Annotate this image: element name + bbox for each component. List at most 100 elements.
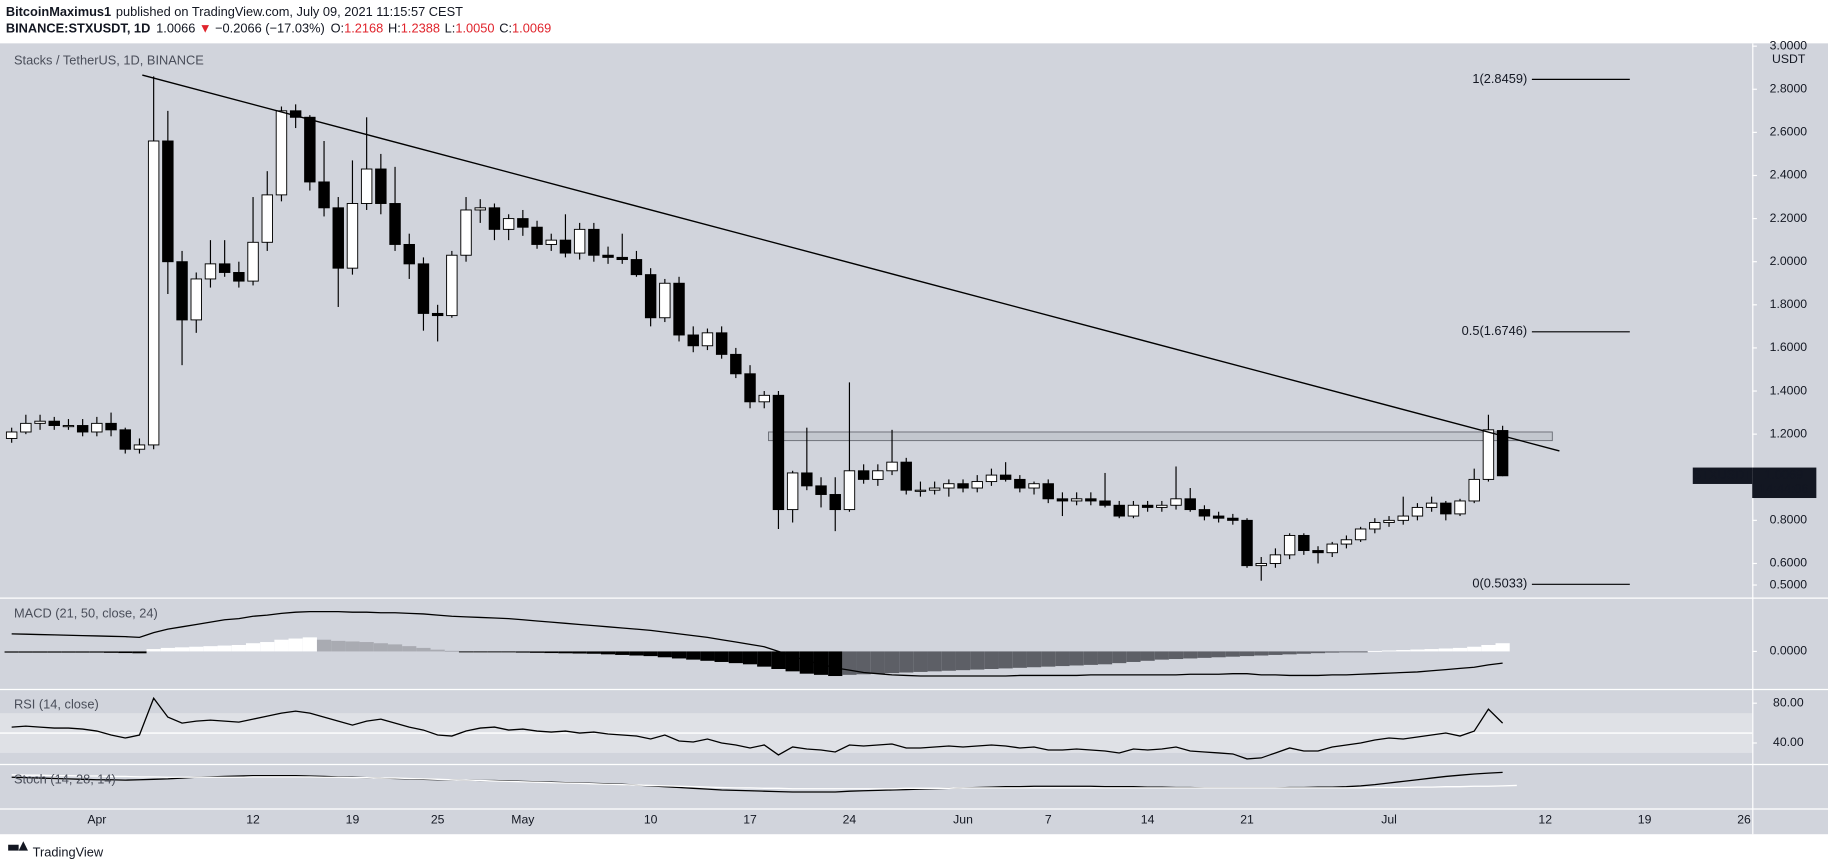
macd-histogram-bar	[174, 647, 190, 652]
macd-histogram-bar	[671, 651, 687, 659]
y-tick-label: 0.5000	[1770, 577, 1808, 591]
candle-body	[1425, 502, 1438, 508]
macd-histogram-bar	[1112, 651, 1127, 664]
x-tick-label: 26	[1737, 812, 1751, 826]
macd-histogram-bar	[103, 651, 119, 653]
macd-histogram-bar	[1268, 651, 1283, 655]
candle-body	[829, 494, 841, 511]
candle-body	[886, 461, 898, 472]
macd-histogram-bar	[75, 651, 90, 653]
macd-histogram-bar	[1452, 647, 1468, 652]
macd-histogram-bar	[1381, 650, 1397, 652]
candle-body	[644, 274, 657, 319]
candle-body	[900, 461, 912, 491]
macd-histogram-bar	[558, 651, 573, 654]
macd-histogram-bar	[1097, 651, 1113, 665]
candle-body	[1156, 504, 1168, 508]
macd-histogram-bar	[316, 639, 332, 652]
candle-body	[460, 209, 472, 256]
x-tick-label: Jun	[953, 812, 973, 826]
y-tick-label: 1.6000	[1770, 340, 1808, 354]
trendline	[142, 74, 1560, 452]
candle-body	[1468, 478, 1480, 502]
macd-histogram-bar	[1367, 650, 1382, 652]
candle-body	[304, 116, 316, 183]
macd-histogram-bar	[799, 651, 814, 674]
candle-body	[488, 207, 501, 230]
macd-histogram-bar	[402, 646, 417, 652]
stoch-label: Stoch (14, 28, 14)	[14, 772, 116, 787]
candle-body	[190, 278, 202, 321]
candle-body	[758, 394, 770, 403]
macd-histogram-bar	[288, 638, 303, 652]
candle-body	[772, 394, 785, 511]
candle-body	[630, 259, 643, 276]
candle-body	[1411, 506, 1424, 517]
candle-body	[147, 140, 160, 446]
candle-body	[446, 254, 458, 317]
candle-body	[1283, 534, 1296, 556]
macd-histogram-bar	[416, 647, 431, 652]
ohlc-key: O:	[331, 21, 345, 36]
macd-histogram-bar	[217, 645, 232, 652]
candle-body	[928, 487, 941, 491]
candle-body	[275, 110, 288, 196]
countdown-text: 14:44:06	[1759, 481, 1809, 496]
candle-body	[261, 194, 273, 243]
candle-body	[1212, 515, 1225, 519]
macd-histogram-bar	[118, 651, 133, 654]
candle-body	[1085, 498, 1097, 502]
x-tick-label: 19	[346, 812, 360, 826]
candle-body	[573, 228, 586, 254]
candle-body	[431, 312, 444, 317]
candle-body	[1383, 519, 1395, 523]
macd-histogram-bar	[1183, 651, 1198, 659]
macd-label: MACD (21, 50, close, 24)	[14, 605, 158, 620]
macd-histogram-bar	[331, 640, 346, 652]
x-tick-label: 24	[843, 812, 857, 826]
candle-body	[971, 481, 983, 489]
macd-histogram-bar	[345, 641, 360, 652]
macd-histogram-bar	[643, 651, 658, 657]
y-tick-label: 80.00	[1773, 695, 1804, 709]
ohlc-value: 1.2388	[401, 21, 440, 36]
symbol-tag	[1692, 467, 1753, 484]
macd-histogram-bar	[529, 651, 545, 653]
macd-histogram-bar	[884, 651, 900, 674]
candle-body	[1227, 517, 1239, 521]
macd-histogram-bar	[1339, 651, 1354, 653]
macd-histogram-bar	[1239, 651, 1255, 657]
candle-body	[48, 420, 60, 426]
candle-body	[474, 207, 486, 211]
candle-body	[1198, 509, 1211, 517]
x-tick-label: 17	[743, 812, 757, 826]
candle-body	[1056, 498, 1069, 502]
macd-histogram-bar	[1438, 648, 1453, 652]
candle-body	[76, 425, 89, 433]
candle-body	[375, 168, 387, 204]
candle-body	[5, 431, 18, 439]
candle-body	[1397, 515, 1409, 521]
macd-histogram-bar	[1012, 651, 1027, 668]
candle-body	[1369, 522, 1381, 530]
macd-histogram-bar	[828, 651, 843, 677]
macd-histogram-bar	[899, 651, 914, 673]
macd-line	[11, 610, 1503, 677]
macd-histogram-bar	[1254, 651, 1269, 656]
x-tick-label: 21	[1240, 812, 1254, 826]
candle-body	[673, 282, 685, 336]
macd-histogram-bar	[501, 651, 516, 653]
candle-body	[332, 207, 344, 269]
candle-body	[999, 474, 1012, 480]
candle-body	[346, 203, 359, 269]
candle-body	[91, 422, 103, 433]
macd-histogram-bar	[813, 651, 829, 675]
macd-histogram-bar	[274, 639, 289, 652]
macd-histogram-bar	[1410, 649, 1425, 652]
candle-body	[360, 168, 373, 204]
macd-histogram-bar	[870, 651, 885, 674]
candle-body	[1184, 498, 1196, 511]
macd-histogram-bar	[18, 651, 33, 653]
